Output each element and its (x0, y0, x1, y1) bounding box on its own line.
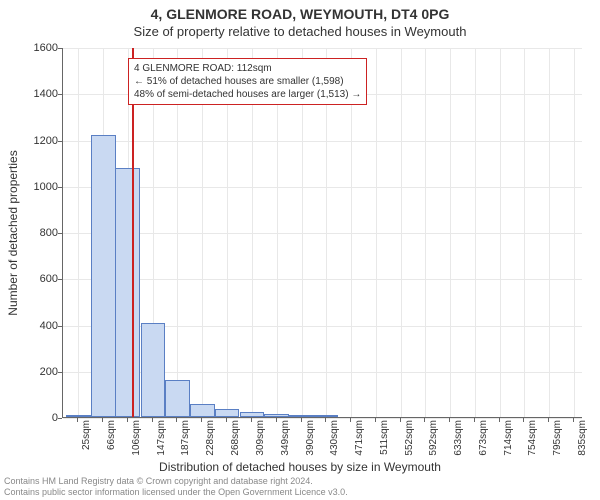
histogram-bar (264, 414, 289, 417)
gridline-v (425, 48, 426, 417)
x-tick-label: 592sqm (428, 420, 439, 456)
x-tick-mark (102, 418, 103, 422)
x-tick-label: 66sqm (106, 420, 117, 450)
x-tick-label: 147sqm (156, 420, 167, 456)
gridline-h (63, 141, 582, 142)
y-tick-label: 200 (22, 366, 58, 378)
chart-title: 4, GLENMORE ROAD, WEYMOUTH, DT4 0PG (0, 6, 600, 22)
y-tick-mark (58, 233, 62, 234)
y-tick-label: 1200 (22, 135, 58, 147)
x-tick-label: 106sqm (131, 420, 142, 456)
annotation-line: ← 51% of detached houses are smaller (1,… (134, 75, 361, 88)
x-tick-label: 835sqm (577, 420, 588, 456)
gridline-h (63, 279, 582, 280)
gridline-v (475, 48, 476, 417)
y-tick-mark (58, 187, 62, 188)
x-tick-mark (276, 418, 277, 422)
x-tick-mark (449, 418, 450, 422)
x-tick-label: 25sqm (81, 420, 92, 450)
histogram-bar (240, 412, 265, 417)
y-tick-label: 600 (22, 273, 58, 285)
y-tick-mark (58, 326, 62, 327)
x-tick-mark (424, 418, 425, 422)
y-tick-label: 400 (22, 320, 58, 332)
y-tick-mark (58, 279, 62, 280)
histogram-bar (314, 415, 339, 417)
y-tick-label: 1000 (22, 181, 58, 193)
footer-attribution: Contains HM Land Registry data © Crown c… (4, 476, 348, 498)
x-tick-label: 430sqm (329, 420, 340, 456)
x-tick-mark (201, 418, 202, 422)
x-tick-mark (350, 418, 351, 422)
x-tick-label: 228sqm (205, 420, 216, 456)
x-tick-mark (251, 418, 252, 422)
gridline-v (524, 48, 525, 417)
x-tick-label: 714sqm (503, 420, 514, 456)
histogram-bar (289, 415, 314, 417)
histogram-bar (115, 168, 140, 417)
x-tick-label: 187sqm (180, 420, 191, 456)
gridline-v (549, 48, 550, 417)
y-tick-mark (58, 48, 62, 49)
x-tick-label: 390sqm (305, 420, 316, 456)
x-tick-mark (301, 418, 302, 422)
y-tick-label: 1400 (22, 88, 58, 100)
x-tick-label: 795sqm (552, 420, 563, 456)
gridline-v (450, 48, 451, 417)
y-tick-mark (58, 141, 62, 142)
y-tick-mark (58, 418, 62, 419)
x-tick-label: 268sqm (230, 420, 241, 456)
gridline-v (574, 48, 575, 417)
x-tick-mark (499, 418, 500, 422)
x-tick-mark (77, 418, 78, 422)
x-tick-mark (474, 418, 475, 422)
x-tick-label: 511sqm (379, 420, 390, 455)
x-tick-label: 349sqm (280, 420, 291, 456)
x-tick-label: 309sqm (255, 420, 266, 456)
x-tick-mark (548, 418, 549, 422)
gridline-v (500, 48, 501, 417)
annotation-line: 4 GLENMORE ROAD: 112sqm (134, 62, 361, 75)
x-tick-mark (573, 418, 574, 422)
annotation-line: 48% of semi-detached houses are larger (… (134, 88, 361, 101)
y-tick-label: 1600 (22, 42, 58, 54)
histogram-bar (66, 415, 91, 417)
x-tick-mark (226, 418, 227, 422)
chart-subtitle: Size of property relative to detached ho… (0, 24, 600, 39)
y-tick-mark (58, 372, 62, 373)
x-tick-mark (325, 418, 326, 422)
histogram-bar (190, 404, 215, 417)
x-tick-mark (523, 418, 524, 422)
histogram-bar (165, 380, 190, 417)
x-tick-label: 673sqm (478, 420, 489, 456)
y-tick-label: 0 (22, 412, 58, 424)
x-tick-mark (176, 418, 177, 422)
x-tick-label: 754sqm (527, 420, 538, 456)
x-tick-label: 552sqm (404, 420, 415, 456)
x-axis-label: Distribution of detached houses by size … (0, 460, 600, 474)
histogram-bar (141, 323, 166, 417)
x-tick-label: 633sqm (453, 420, 464, 456)
x-tick-mark (400, 418, 401, 422)
x-tick-label: 471sqm (354, 420, 365, 456)
chart-container: 4, GLENMORE ROAD, WEYMOUTH, DT4 0PG Size… (0, 0, 600, 500)
annotation-box: 4 GLENMORE ROAD: 112sqm← 51% of detached… (128, 58, 367, 105)
gridline-h (63, 48, 582, 49)
x-tick-mark (375, 418, 376, 422)
gridline-h (63, 418, 582, 419)
y-axis-label: Number of detached properties (6, 150, 20, 315)
gridline-v (376, 48, 377, 417)
y-tick-mark (58, 94, 62, 95)
gridline-h (63, 233, 582, 234)
gridline-v (78, 48, 79, 417)
gridline-h (63, 187, 582, 188)
x-tick-mark (152, 418, 153, 422)
y-tick-label: 800 (22, 227, 58, 239)
histogram-bar (91, 135, 116, 417)
histogram-bar (215, 409, 240, 417)
x-tick-mark (127, 418, 128, 422)
gridline-v (401, 48, 402, 417)
